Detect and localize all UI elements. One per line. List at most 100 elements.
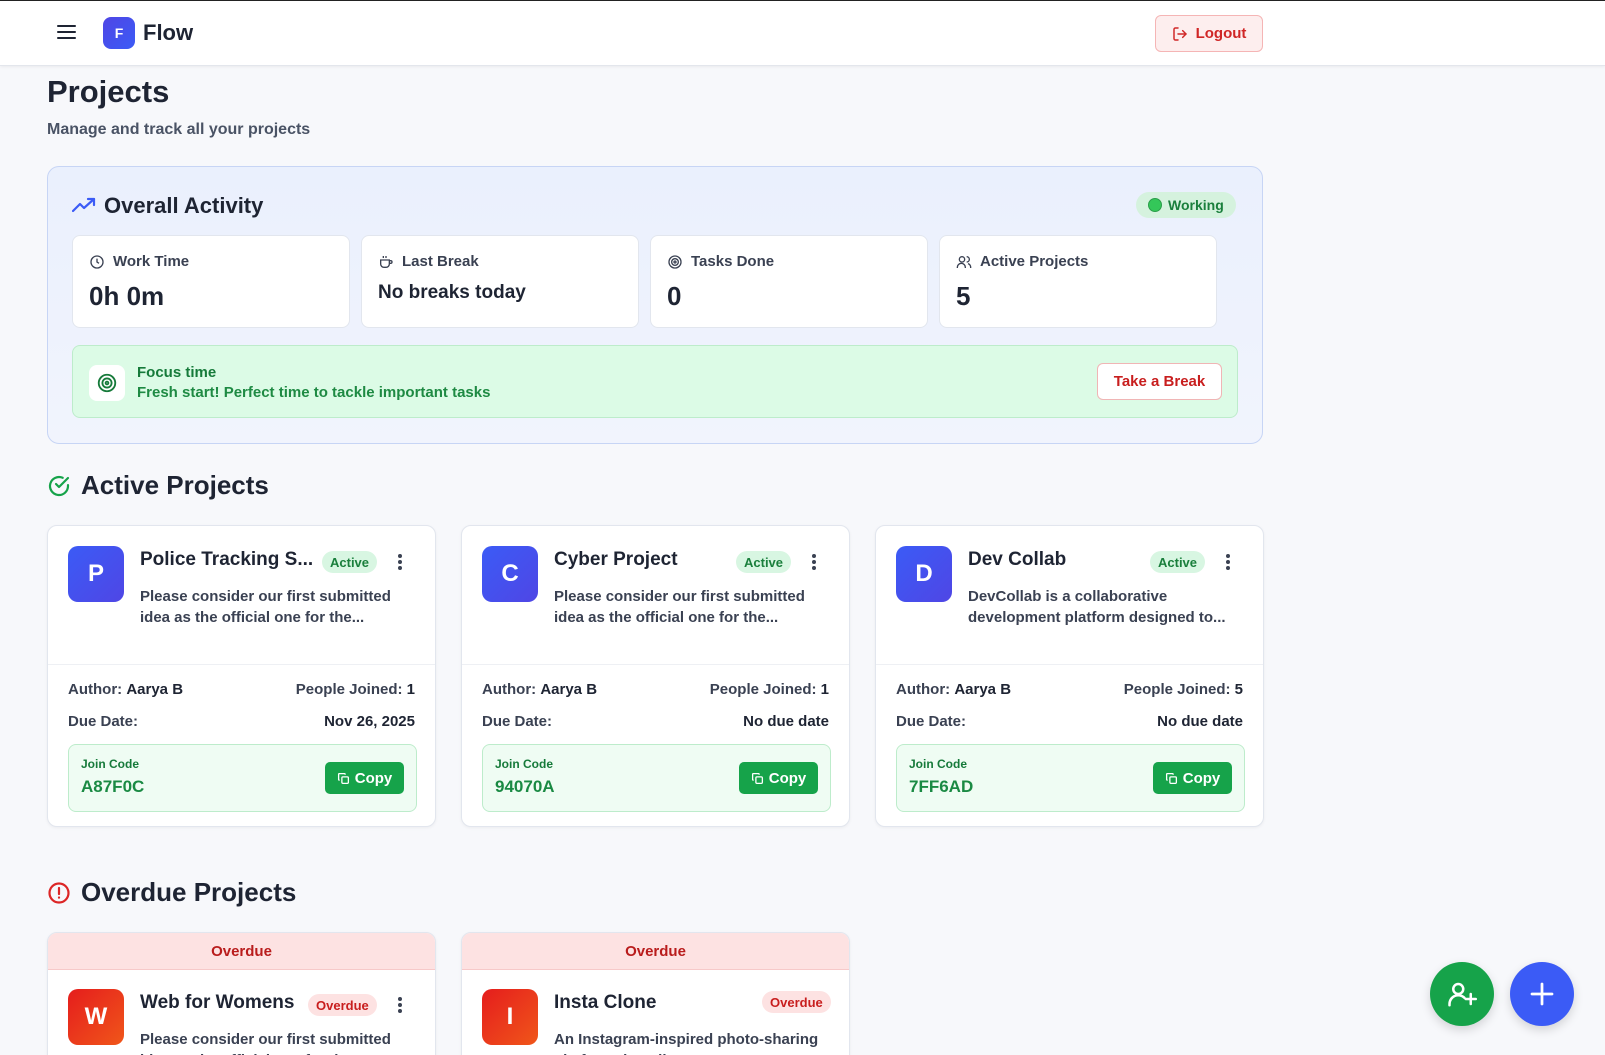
- stat-value: No breaks today: [378, 282, 526, 303]
- focus-title: Focus time: [137, 364, 217, 381]
- join-code-label: Join Code: [81, 757, 140, 771]
- people-value: 1: [406, 681, 415, 698]
- status-badge: Active: [322, 551, 378, 573]
- due-row: Due Date: No due date: [482, 713, 829, 730]
- logout-icon: [1172, 26, 1187, 41]
- project-avatar: D: [896, 546, 952, 602]
- overdue-projects-heading: Overdue Projects: [47, 877, 296, 908]
- section-title: Overdue Projects: [81, 877, 297, 907]
- stat-label: Work Time: [113, 253, 190, 270]
- project-card[interactable]: C Cyber Project Active Please consider o…: [461, 525, 850, 827]
- copy-icon: [1165, 772, 1177, 784]
- clock-icon: [90, 254, 104, 269]
- project-name: Insta Clone: [554, 992, 657, 1013]
- status-badge: Active: [1150, 551, 1206, 573]
- project-description: Please consider our first submitted idea…: [554, 588, 805, 626]
- status-dot-icon: [1148, 198, 1162, 212]
- status-badge: Overdue: [308, 994, 377, 1016]
- plus-icon: [1530, 982, 1554, 1006]
- stat-label: Tasks Done: [691, 253, 775, 270]
- status-label: Working: [1168, 197, 1224, 213]
- divider: [876, 664, 1263, 665]
- more-options-icon[interactable]: [394, 552, 406, 572]
- trending-up-icon: [72, 197, 96, 213]
- people-label: People Joined:: [295, 681, 403, 698]
- project-name: Cyber Project: [554, 549, 678, 570]
- people-value: 1: [820, 681, 829, 698]
- people-value: 5: [1234, 681, 1243, 698]
- stat-value: 0h 0m: [89, 281, 165, 311]
- more-options-icon[interactable]: [808, 552, 820, 572]
- logout-label: Logout: [1195, 25, 1247, 42]
- target-icon: [668, 254, 682, 269]
- project-description: DevCollab is a collaborative development…: [968, 588, 1226, 626]
- add-user-button[interactable]: [1430, 962, 1494, 1026]
- copy-label: Copy: [768, 769, 807, 787]
- stat-value: 5: [956, 281, 971, 311]
- join-code-box: Join Code A87F0C Copy: [68, 744, 417, 812]
- join-code-box: Join Code 7FF6AD Copy: [896, 744, 1245, 812]
- user-plus-icon: [1448, 982, 1477, 1007]
- meta-row: Author: Aarya B People Joined: 1: [482, 681, 829, 698]
- author-value: Aarya B: [540, 681, 598, 698]
- more-options-icon[interactable]: [1222, 552, 1234, 572]
- project-card[interactable]: Overdue W Web for Womens Overdue Please …: [47, 932, 436, 1055]
- status-badge: Overdue: [762, 991, 831, 1013]
- app-logo: F: [103, 17, 135, 49]
- users-icon: [956, 255, 972, 268]
- due-value: Nov 26, 2025: [324, 713, 415, 730]
- project-name: Web for Womens: [140, 992, 295, 1013]
- people-label: People Joined:: [1123, 681, 1231, 698]
- copy-icon: [337, 772, 349, 784]
- due-row: Due Date: No due date: [896, 713, 1243, 730]
- overdue-strip: Overdue: [462, 933, 849, 970]
- due-label: Due Date:: [482, 713, 553, 730]
- copy-label: Copy: [1182, 769, 1221, 787]
- project-card[interactable]: Overdue I Insta Clone Overdue An Instagr…: [461, 932, 850, 1055]
- project-description: Please consider our first submitted idea…: [140, 1031, 391, 1055]
- more-options-icon[interactable]: [394, 995, 406, 1015]
- project-avatar: W: [68, 989, 124, 1045]
- author-label: Author:: [482, 681, 537, 698]
- stat-label: Last Break: [402, 253, 479, 270]
- project-card[interactable]: P Police Tracking S... Active Please con…: [47, 525, 436, 827]
- project-card[interactable]: D Dev Collab Active DevCollab is a colla…: [875, 525, 1264, 827]
- page-subtitle: Manage and track all your projects: [47, 121, 311, 138]
- page-title: Projects: [47, 74, 170, 109]
- alert-circle-icon: [48, 881, 70, 904]
- copy-button[interactable]: Copy: [1153, 762, 1232, 794]
- stat-active-projects: Active Projects 5: [939, 235, 1217, 328]
- menu-hamburger-icon[interactable]: [54, 21, 80, 45]
- copy-icon: [751, 772, 763, 784]
- join-code-label: Join Code: [495, 757, 554, 771]
- copy-button[interactable]: Copy: [739, 762, 818, 794]
- due-row: Due Date: Nov 26, 2025: [68, 713, 415, 730]
- project-name: Police Tracking S...: [140, 549, 314, 570]
- author-value: Aarya B: [954, 681, 1012, 698]
- overall-activity-title: Overall Activity: [104, 193, 264, 218]
- stat-tasks-done: Tasks Done 0: [650, 235, 928, 328]
- join-code-value: 94070A: [495, 777, 555, 796]
- author-value: Aarya B: [126, 681, 184, 698]
- author-label: Author:: [896, 681, 951, 698]
- overdue-strip: Overdue: [48, 933, 435, 970]
- copy-button[interactable]: Copy: [325, 762, 404, 794]
- stat-work-time: Work Time 0h 0m: [72, 235, 350, 328]
- active-projects-heading: Active Projects: [47, 470, 269, 501]
- take-break-button[interactable]: Take a Break: [1097, 363, 1222, 400]
- project-name: Dev Collab: [968, 549, 1067, 570]
- focus-banner: Focus time Fresh start! Perfect time to …: [72, 345, 1238, 418]
- due-value: No due date: [743, 713, 829, 730]
- join-code-value: 7FF6AD: [909, 777, 974, 796]
- stat-value: 0: [667, 281, 682, 311]
- divider: [48, 664, 435, 665]
- due-label: Due Date:: [68, 713, 139, 730]
- join-code-value: A87F0C: [81, 777, 145, 796]
- overall-activity-panel: Overall Activity Working Work Time 0h 0m…: [47, 166, 1263, 444]
- add-project-button[interactable]: [1510, 962, 1574, 1026]
- project-avatar: P: [68, 546, 124, 602]
- due-label: Due Date:: [896, 713, 967, 730]
- project-avatar: I: [482, 989, 538, 1045]
- logout-button[interactable]: Logout: [1155, 15, 1263, 52]
- meta-row: Author: Aarya B People Joined: 5: [896, 681, 1243, 698]
